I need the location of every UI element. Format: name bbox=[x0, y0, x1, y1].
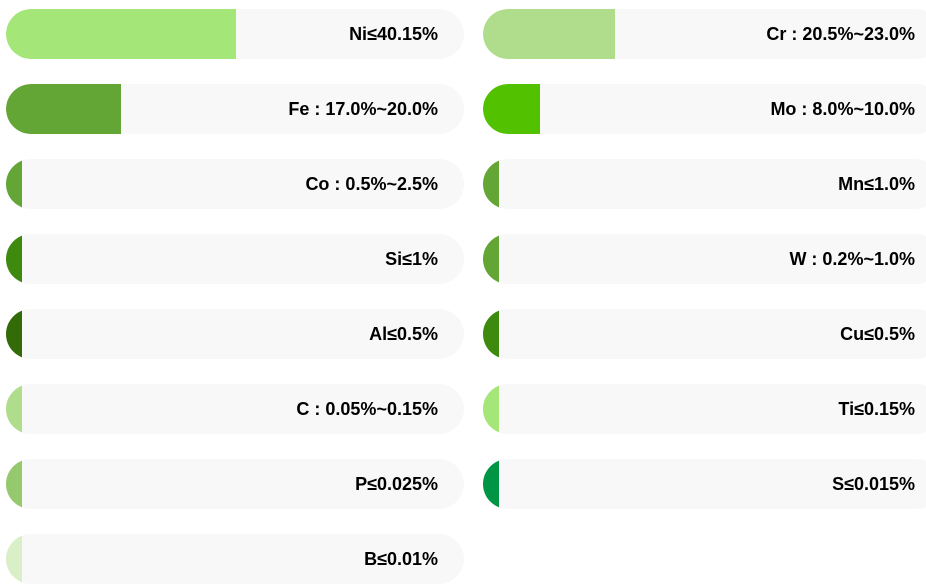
bar-track: S≤0.015% bbox=[483, 459, 926, 509]
bar-fill bbox=[6, 534, 22, 584]
bar-track: Ni≤40.15% bbox=[6, 9, 464, 59]
bar-fill bbox=[6, 9, 236, 59]
bar-label: P≤0.025% bbox=[355, 474, 438, 494]
bar-track: Cu≤0.5% bbox=[483, 309, 926, 359]
bar-fill bbox=[483, 309, 499, 359]
bar-track: B≤0.01% bbox=[6, 534, 464, 584]
bar-track: Fe : 17.0%~20.0% bbox=[6, 84, 464, 134]
bar-fill bbox=[483, 159, 499, 209]
bar-label: Mo : 8.0%~10.0% bbox=[770, 99, 915, 119]
bar-label: Al≤0.5% bbox=[369, 324, 438, 344]
bar-track: Co : 0.5%~2.5% bbox=[6, 159, 464, 209]
bar-fill bbox=[6, 234, 22, 284]
bar-label: Ni≤40.15% bbox=[349, 24, 438, 44]
bar-fill bbox=[483, 234, 499, 284]
bar-label: W : 0.2%~1.0% bbox=[789, 249, 915, 269]
bar-track: P≤0.025% bbox=[6, 459, 464, 509]
bar-fill bbox=[6, 84, 121, 134]
bar-fill bbox=[6, 459, 22, 509]
bar-track: Mo : 8.0%~10.0% bbox=[483, 84, 926, 134]
bar-fill bbox=[483, 9, 615, 59]
bar-track: W : 0.2%~1.0% bbox=[483, 234, 926, 284]
bar-label: Fe : 17.0%~20.0% bbox=[288, 99, 438, 119]
bar-track: Mn≤1.0% bbox=[483, 159, 926, 209]
bar-fill bbox=[483, 84, 541, 134]
bar-fill bbox=[6, 309, 22, 359]
bar-label: Co : 0.5%~2.5% bbox=[305, 174, 438, 194]
bar-track: Ti≤0.15% bbox=[483, 384, 926, 434]
bar-fill bbox=[6, 384, 22, 434]
bar-label: Mn≤1.0% bbox=[838, 174, 915, 194]
bar-label: S≤0.015% bbox=[832, 474, 915, 494]
bar-track: Cr : 20.5%~23.0% bbox=[483, 9, 926, 59]
bar-track: C : 0.05%~0.15% bbox=[6, 384, 464, 434]
bar-track: Al≤0.5% bbox=[6, 309, 464, 359]
bar-label: Cu≤0.5% bbox=[840, 324, 915, 344]
bar-fill bbox=[6, 159, 22, 209]
bar-label: B≤0.01% bbox=[364, 549, 438, 569]
bar-label: Si≤1% bbox=[385, 249, 438, 269]
bar-label: C : 0.05%~0.15% bbox=[296, 399, 438, 419]
bar-fill bbox=[483, 384, 499, 434]
bar-label: Cr : 20.5%~23.0% bbox=[766, 24, 915, 44]
bar-track: Si≤1% bbox=[6, 234, 464, 284]
bar-fill bbox=[483, 459, 499, 509]
bar-label: Ti≤0.15% bbox=[838, 399, 915, 419]
